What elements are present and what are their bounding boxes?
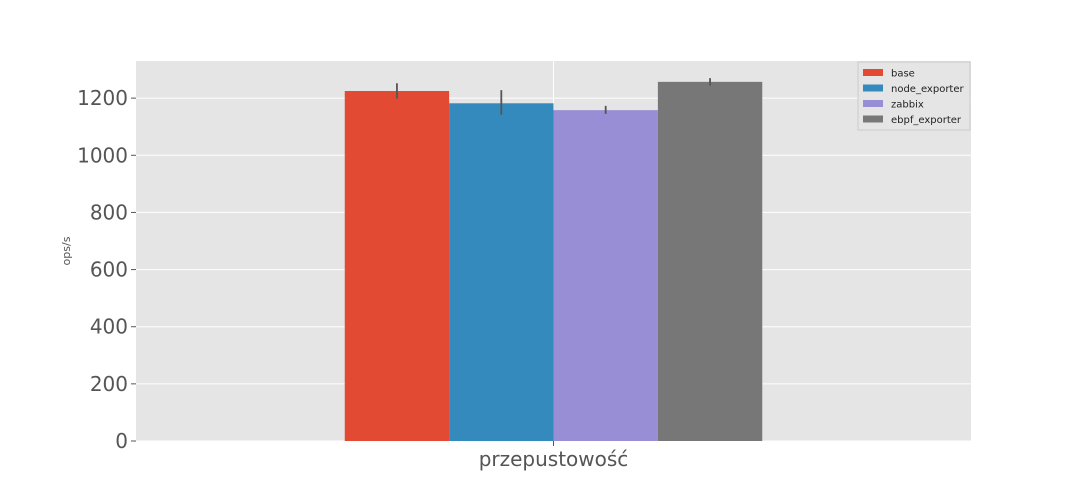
y-tick-label: 1200 xyxy=(77,86,128,110)
y-tick-label: 1000 xyxy=(77,143,128,167)
legend-label: zabbix xyxy=(891,100,924,111)
legend-label: ebpf_exporter xyxy=(891,115,962,126)
x-tick-label: przepustowość xyxy=(479,447,629,471)
bar-base xyxy=(344,91,450,441)
legend-label: base xyxy=(891,69,915,80)
y-tick-label: 200 xyxy=(90,372,128,396)
bar-node-exporter xyxy=(449,103,554,442)
error-bars xyxy=(396,78,711,115)
legend-swatch xyxy=(863,115,883,123)
y-tick-label: 400 xyxy=(90,315,128,339)
y-tick-label: 0 xyxy=(115,429,128,453)
y-axis-ticks: 0 200 400 600 800 1000 1200 xyxy=(77,86,136,453)
legend-swatch xyxy=(863,100,883,107)
y-tick-label: 600 xyxy=(90,258,128,282)
y-axis-label: ops/s xyxy=(60,236,73,265)
x-axis-ticks: przepustowość xyxy=(479,441,629,471)
legend-swatch xyxy=(863,69,883,76)
legend-swatch xyxy=(863,84,883,92)
bar-zabbix xyxy=(553,110,658,442)
y-tick-label: 800 xyxy=(90,200,128,224)
bars xyxy=(344,81,763,442)
legend-label: node_exporter xyxy=(891,84,965,95)
bar-ebpf-exporter xyxy=(657,81,763,441)
